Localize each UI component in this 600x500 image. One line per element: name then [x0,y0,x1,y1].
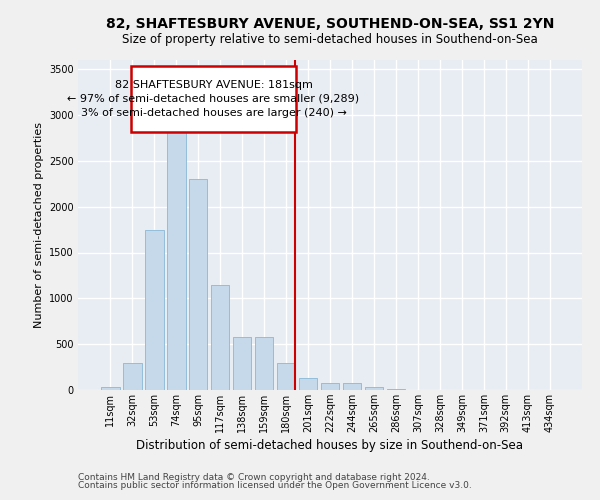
Bar [320,382,340,390]
Bar [145,230,164,390]
Bar [255,338,274,390]
X-axis label: Distribution of semi-detached houses by size in Southend-on-Sea: Distribution of semi-detached houses by … [137,439,523,452]
Text: 82 SHAFTESBURY AVENUE: 181sqm
← 97% of semi-detached houses are smaller (9,289)
: 82 SHAFTESBURY AVENUE: 181sqm ← 97% of s… [67,80,359,118]
Text: 82, SHAFTESBURY AVENUE, SOUTHEND-ON-SEA, SS1 2YN: 82, SHAFTESBURY AVENUE, SOUTHEND-ON-SEA,… [106,18,554,32]
Bar [167,115,185,390]
FancyBboxPatch shape [131,66,296,132]
Bar [365,387,383,390]
Bar [189,179,208,390]
Bar [299,378,317,390]
Bar [101,388,119,390]
Bar [123,362,142,390]
Text: Contains public sector information licensed under the Open Government Licence v3: Contains public sector information licen… [78,482,472,490]
Y-axis label: Number of semi-detached properties: Number of semi-detached properties [34,122,44,328]
Text: Size of property relative to semi-detached houses in Southend-on-Sea: Size of property relative to semi-detach… [122,32,538,46]
Bar [343,383,361,390]
Bar [211,284,229,390]
Bar [277,362,295,390]
Text: Contains HM Land Registry data © Crown copyright and database right 2024.: Contains HM Land Registry data © Crown c… [78,472,430,482]
Bar [233,338,251,390]
